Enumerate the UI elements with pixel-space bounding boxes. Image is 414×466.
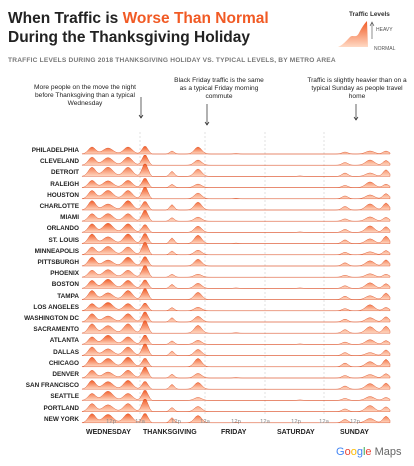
metro-label: SAN FRANCISCO	[25, 382, 79, 390]
ridge-detroit	[81, 163, 391, 177]
annotation-wednesday: More people on the move the night before…	[34, 84, 136, 107]
metro-label: PHILADELPHIA	[31, 147, 79, 154]
metro-label: CHICAGO	[48, 359, 79, 367]
annotation-sunday: Traffic is slightly heavier than on a ty…	[307, 77, 407, 100]
metro-label: TAMPA	[57, 292, 79, 300]
ridge-st-louis	[81, 233, 391, 244]
metro-label: CLEVELAND	[39, 158, 79, 166]
ridge-boston	[81, 278, 391, 289]
ridge-new-york	[81, 413, 391, 423]
ridge-orlando	[81, 222, 391, 233]
x-tick-label: 12a	[135, 419, 145, 425]
metro-label: MINNEAPOLIS	[34, 247, 79, 255]
annotation-arrow-1	[204, 121, 210, 126]
annotation-arrow-0	[138, 114, 144, 119]
metro-label: MIAMI	[60, 214, 79, 222]
title-pre: When Traffic is	[8, 10, 123, 27]
chart-title: When Traffic is Worse Than Normal During…	[8, 9, 269, 47]
ridge-washington-dc	[81, 311, 391, 323]
x-tick-label: 12p	[291, 419, 301, 425]
x-tick-label: 12p	[231, 419, 241, 425]
metro-label: LOS ANGELES	[33, 303, 79, 311]
x-tick-label: 12p	[171, 419, 181, 425]
legend-shape	[338, 21, 375, 47]
metro-label: SEATTLE	[50, 393, 79, 401]
google-maps-logo: Google Maps	[336, 446, 402, 458]
day-label-friday: FRIDAY	[221, 429, 247, 436]
ridge-cleveland	[81, 155, 391, 166]
metro-label: SACRAMENTO	[33, 326, 79, 334]
ridge-los-angeles	[81, 302, 391, 311]
ridge-dallas	[81, 343, 391, 356]
ridge-pittsburgh	[81, 256, 391, 267]
metro-label: DETROIT	[50, 169, 79, 177]
metro-label: PHOENIX	[50, 270, 79, 278]
metro-label: ATLANTA	[49, 337, 79, 345]
metro-label: PORTLAND	[43, 404, 79, 412]
legend: Traffic Levels HEAVY NORMAL	[330, 9, 410, 52]
x-tick-label: 12a	[319, 419, 329, 425]
day-label-saturday: SATURDAY	[277, 429, 315, 436]
annotation-arrow-2	[353, 116, 359, 121]
title-line2: During the Thanksgiving Holiday	[8, 29, 250, 46]
day-label-wednesday: WEDNESDAY	[86, 429, 131, 436]
ridge-denver	[81, 367, 391, 379]
metro-label: RALEIGH	[50, 180, 79, 188]
ridge-phoenix	[81, 265, 391, 278]
ridge-sacramento	[81, 320, 391, 334]
ridge-philadelphia	[81, 146, 391, 155]
title-highlight: Worse Than Normal	[122, 10, 269, 27]
metro-label: HOUSTON	[47, 191, 79, 199]
ridge-chicago	[81, 356, 391, 367]
ridge-portland	[81, 399, 391, 412]
metro-label: WASHINGTON DC	[24, 315, 79, 322]
ridge-seattle	[81, 390, 391, 401]
metro-label: ST. LOUIS	[48, 236, 79, 244]
ridge-minneapolis	[81, 242, 391, 255]
x-tick-label: 12p	[350, 419, 360, 425]
ridge-houston	[81, 187, 391, 199]
metro-label: CHARLOTTE	[39, 203, 79, 210]
chart-subtitle: TRAFFIC LEVELS DURING 2018 THANKSGIVING …	[8, 57, 336, 64]
ridge-tampa	[81, 288, 391, 300]
metro-label: BOSTON	[51, 281, 79, 289]
legend-heavy: HEAVY	[376, 27, 393, 33]
annotation-friday: Black Friday traffic is the same as a ty…	[174, 77, 264, 100]
ridge-raleigh	[81, 178, 391, 188]
legend-title: Traffic Levels	[349, 11, 390, 18]
ridge-san-francisco	[81, 380, 391, 390]
metro-label: ORLANDO	[46, 225, 79, 233]
legend-normal: NORMAL	[374, 46, 396, 52]
metro-label: PITTSBURGH	[37, 259, 79, 266]
metro-label: DALLAS	[53, 348, 79, 356]
x-tick-label: 12p	[106, 419, 116, 425]
day-label-thanksgiving: THANKSGIVING	[143, 429, 197, 436]
ridge-atlanta	[81, 334, 391, 345]
metro-label: DENVER	[52, 371, 79, 378]
x-tick-label: 12a	[260, 419, 270, 425]
x-tick-label: 12a	[200, 419, 210, 425]
day-label-sunday: SUNDAY	[340, 429, 369, 436]
ridge-charlotte	[81, 200, 391, 211]
metro-label: NEW YORK	[43, 415, 79, 423]
ridge-miami	[81, 210, 391, 222]
